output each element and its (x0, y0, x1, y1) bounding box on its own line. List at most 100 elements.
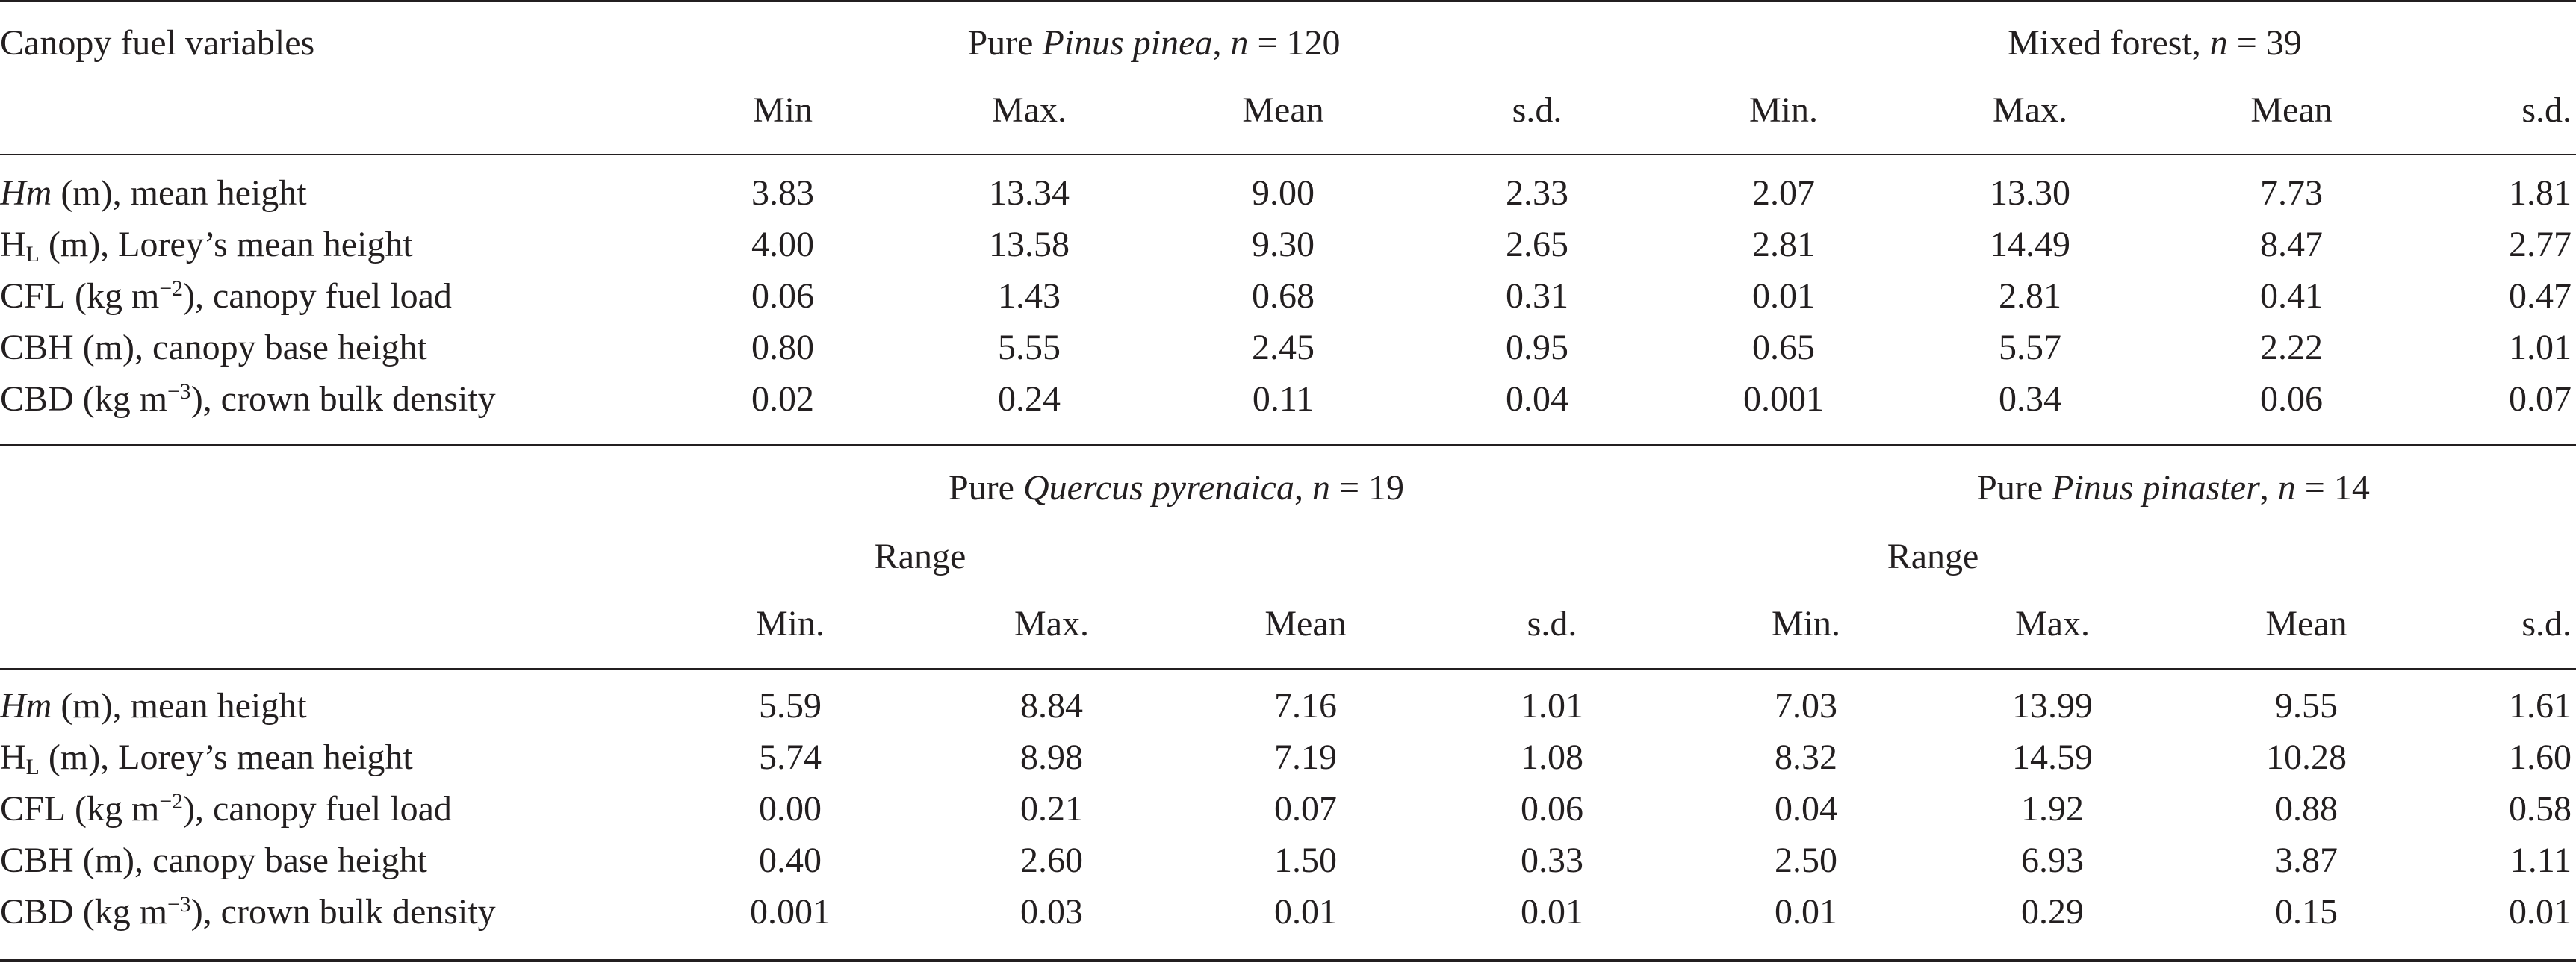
table-cell: 0.65 (1752, 328, 1815, 367)
table-cell: 5.59 (759, 686, 822, 726)
table-cell: 7.03 (1775, 686, 1837, 726)
table-cell: 0.07 (2509, 379, 2572, 419)
table-cell: 0.33 (1521, 841, 1583, 880)
table-cell: 0.03 (1020, 892, 1083, 932)
header-rule-1 (0, 154, 2576, 155)
table-cell: 0.24 (998, 379, 1061, 419)
table-cell: 5.55 (998, 328, 1061, 367)
table-cell: 7.16 (1274, 686, 1337, 726)
table-cell: 0.40 (759, 841, 822, 880)
table-cell: 0.80 (751, 328, 814, 367)
row-label: CBD (kg m−3), crown bulk density (0, 378, 496, 419)
group-header: Pure Pinus pinea, n = 120 (967, 23, 1341, 63)
group-header: Mixed forest, n = 39 (2008, 23, 2302, 63)
table-cell: 5.74 (759, 738, 822, 777)
table-cell: 2.22 (2260, 328, 2323, 367)
table-cell: 7.73 (2260, 173, 2323, 213)
table-cell: 0.41 (2260, 276, 2323, 316)
table-cell: 8.84 (1020, 686, 1083, 726)
stat-header: Min (752, 90, 813, 130)
table-cell: 8.47 (2260, 225, 2323, 264)
stat-header: s.d. (2521, 604, 2572, 643)
stat-header: Max. (1993, 90, 2067, 130)
table-cell: 2.45 (1252, 328, 1315, 367)
table-cell: 2.33 (1506, 173, 1568, 213)
table-cell: 1.08 (1521, 738, 1583, 777)
table-cell: 2.50 (1775, 841, 1837, 880)
stat-header: Min. (755, 604, 825, 643)
table-cell: 0.07 (1274, 789, 1337, 829)
stat-header: s.d. (1512, 90, 1562, 130)
row-label: CBH (m), canopy base height (0, 841, 427, 880)
table-cell: 0.95 (1506, 328, 1568, 367)
table-cell: 0.04 (1506, 379, 1568, 419)
bottom-rule (0, 959, 2576, 962)
stub-header: Canopy fuel variables (0, 23, 315, 63)
stat-header: Min. (1771, 604, 1841, 643)
table-cell: 0.06 (2260, 379, 2323, 419)
table-cell: 1.01 (1521, 686, 1583, 726)
table-cell: 4.00 (751, 225, 814, 264)
table-cell: 0.001 (1743, 379, 1824, 419)
table-cell: 0.11 (1252, 379, 1315, 419)
table-cell: 0.02 (751, 379, 814, 419)
row-label: CFL (kg m−2), canopy fuel load (0, 275, 452, 316)
table-cell: 0.06 (751, 276, 814, 316)
table-cell: 13.58 (989, 225, 1070, 264)
stat-header: s.d. (1527, 604, 1577, 643)
table-cell: 3.87 (2275, 841, 2338, 880)
table-cell: 9.30 (1252, 225, 1315, 264)
table-cell: 13.34 (989, 173, 1070, 213)
table-cell: 0.01 (1274, 892, 1337, 932)
table-cell: 0.00 (759, 789, 822, 829)
stat-header: Max. (2015, 604, 2090, 643)
table-cell: 7.19 (1274, 738, 1337, 777)
group-header: Pure Quercus pyrenaica, n = 19 (948, 468, 1405, 508)
stat-header: s.d. (2521, 90, 2572, 130)
table-cell: 0.34 (1999, 379, 2061, 419)
table-cell: 0.31 (1506, 276, 1568, 316)
table-cell: 8.98 (1020, 738, 1083, 777)
row-label: HL (m), Lorey’s mean height (0, 738, 413, 780)
stat-header: Mean (1242, 90, 1324, 130)
row-label: Hm (m), mean height (0, 173, 307, 213)
stat-header: Min. (1748, 90, 1819, 130)
table-cell: 0.01 (2509, 892, 2572, 932)
top-rule (0, 0, 2576, 2)
table-cell: 10.28 (2266, 738, 2347, 777)
table-cell: 0.04 (1775, 789, 1837, 829)
table-cell: 6.93 (2021, 841, 2084, 880)
table-cell: 2.07 (1752, 173, 1815, 213)
table-cell: 0.15 (2275, 892, 2338, 932)
range-header: Range (874, 537, 966, 576)
table-cell: 0.58 (2509, 789, 2572, 829)
table-cell: 2.60 (1020, 841, 1083, 880)
table-cell: 5.57 (1999, 328, 2061, 367)
table-cell: 1.60 (2509, 738, 2572, 777)
table-cell: 14.59 (2012, 738, 2093, 777)
table-cell: 2.81 (1752, 225, 1815, 264)
table-cell: 0.001 (750, 892, 831, 932)
table-cell: 14.49 (1990, 225, 2070, 264)
table-cell: 1.50 (1274, 841, 1337, 880)
table-cell: 0.01 (1752, 276, 1815, 316)
row-label: HL (m), Lorey’s mean height (0, 225, 413, 267)
table-cell: 0.47 (2509, 276, 2572, 316)
stat-header: Max. (1014, 604, 1089, 643)
table-cell: 3.83 (751, 173, 814, 213)
table-cell: 13.99 (2012, 686, 2093, 726)
range-header: Range (1887, 537, 1979, 576)
table-cell: 2.65 (1506, 225, 1568, 264)
table-cell: 0.21 (1020, 789, 1083, 829)
table-cell: 1.01 (2509, 328, 2572, 367)
table-cell: 0.29 (2021, 892, 2084, 932)
row-label: CBH (m), canopy base height (0, 328, 427, 367)
table-cell: 0.68 (1252, 276, 1315, 316)
table-cell: 1.81 (2509, 173, 2572, 213)
row-label: CFL (kg m−2), canopy fuel load (0, 788, 452, 829)
stat-header: Max. (992, 90, 1067, 130)
table-cell: 1.43 (998, 276, 1061, 316)
table-cell: 0.01 (1521, 892, 1583, 932)
block-divider-rule (0, 444, 2576, 446)
row-label: CBD (kg m−3), crown bulk density (0, 891, 496, 932)
